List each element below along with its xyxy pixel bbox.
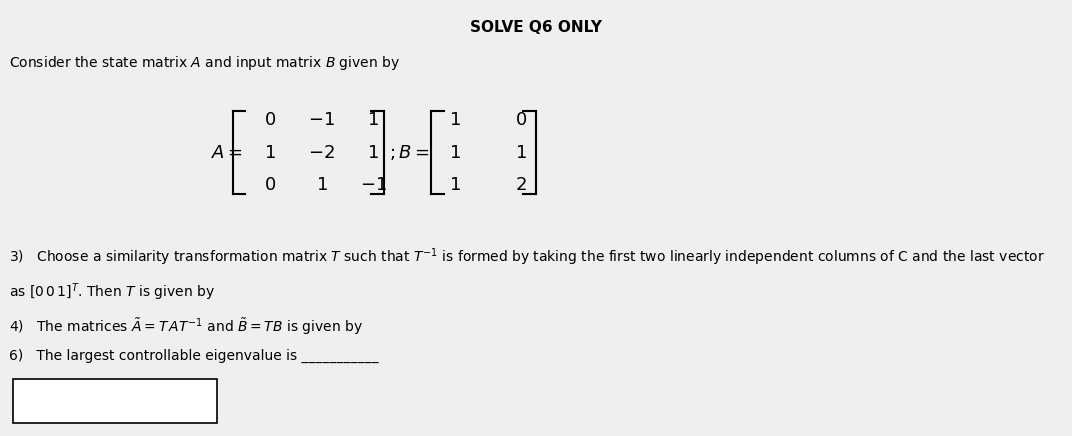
Text: $-1$: $-1$ xyxy=(308,111,336,129)
FancyBboxPatch shape xyxy=(13,379,217,423)
Text: $-2$: $-2$ xyxy=(308,143,336,162)
Text: as $[0\,0\,1]^T$. Then $T$ is given by: as $[0\,0\,1]^T$. Then $T$ is given by xyxy=(9,281,214,303)
Text: Consider the state matrix $\mathit{A}$ and input matrix $\mathit{B}$ given by: Consider the state matrix $\mathit{A}$ a… xyxy=(9,54,400,72)
Text: 4)   The matrices $\tilde{A} = T\,AT^{-1}$ and $\tilde{B} = TB$ is given by: 4) The matrices $\tilde{A} = T\,AT^{-1}$… xyxy=(9,316,362,337)
Text: $1$: $1$ xyxy=(265,143,276,162)
Text: 6)   The largest controllable eigenvalue is ___________: 6) The largest controllable eigenvalue i… xyxy=(9,349,378,363)
Text: $1$: $1$ xyxy=(516,143,526,162)
Text: $; B=$: $; B=$ xyxy=(389,143,430,162)
Text: $0$: $0$ xyxy=(264,176,277,194)
Text: $2$: $2$ xyxy=(516,176,526,194)
Text: $1$: $1$ xyxy=(449,111,460,129)
Text: 3)   Choose a similarity transformation matrix $T$ such that $T^{-1}$ is formed : 3) Choose a similarity transformation ma… xyxy=(9,246,1044,268)
Text: $1$: $1$ xyxy=(368,111,378,129)
Text: $0$: $0$ xyxy=(264,111,277,129)
Text: $1$: $1$ xyxy=(449,176,460,194)
Text: $A=$: $A=$ xyxy=(211,143,243,162)
Text: $1$: $1$ xyxy=(316,176,327,194)
Text: $-1$: $-1$ xyxy=(359,176,387,194)
Text: $1$: $1$ xyxy=(368,143,378,162)
Text: SOLVE Q6 ONLY: SOLVE Q6 ONLY xyxy=(470,20,602,34)
Text: $0$: $0$ xyxy=(515,111,527,129)
Text: $1$: $1$ xyxy=(449,143,460,162)
